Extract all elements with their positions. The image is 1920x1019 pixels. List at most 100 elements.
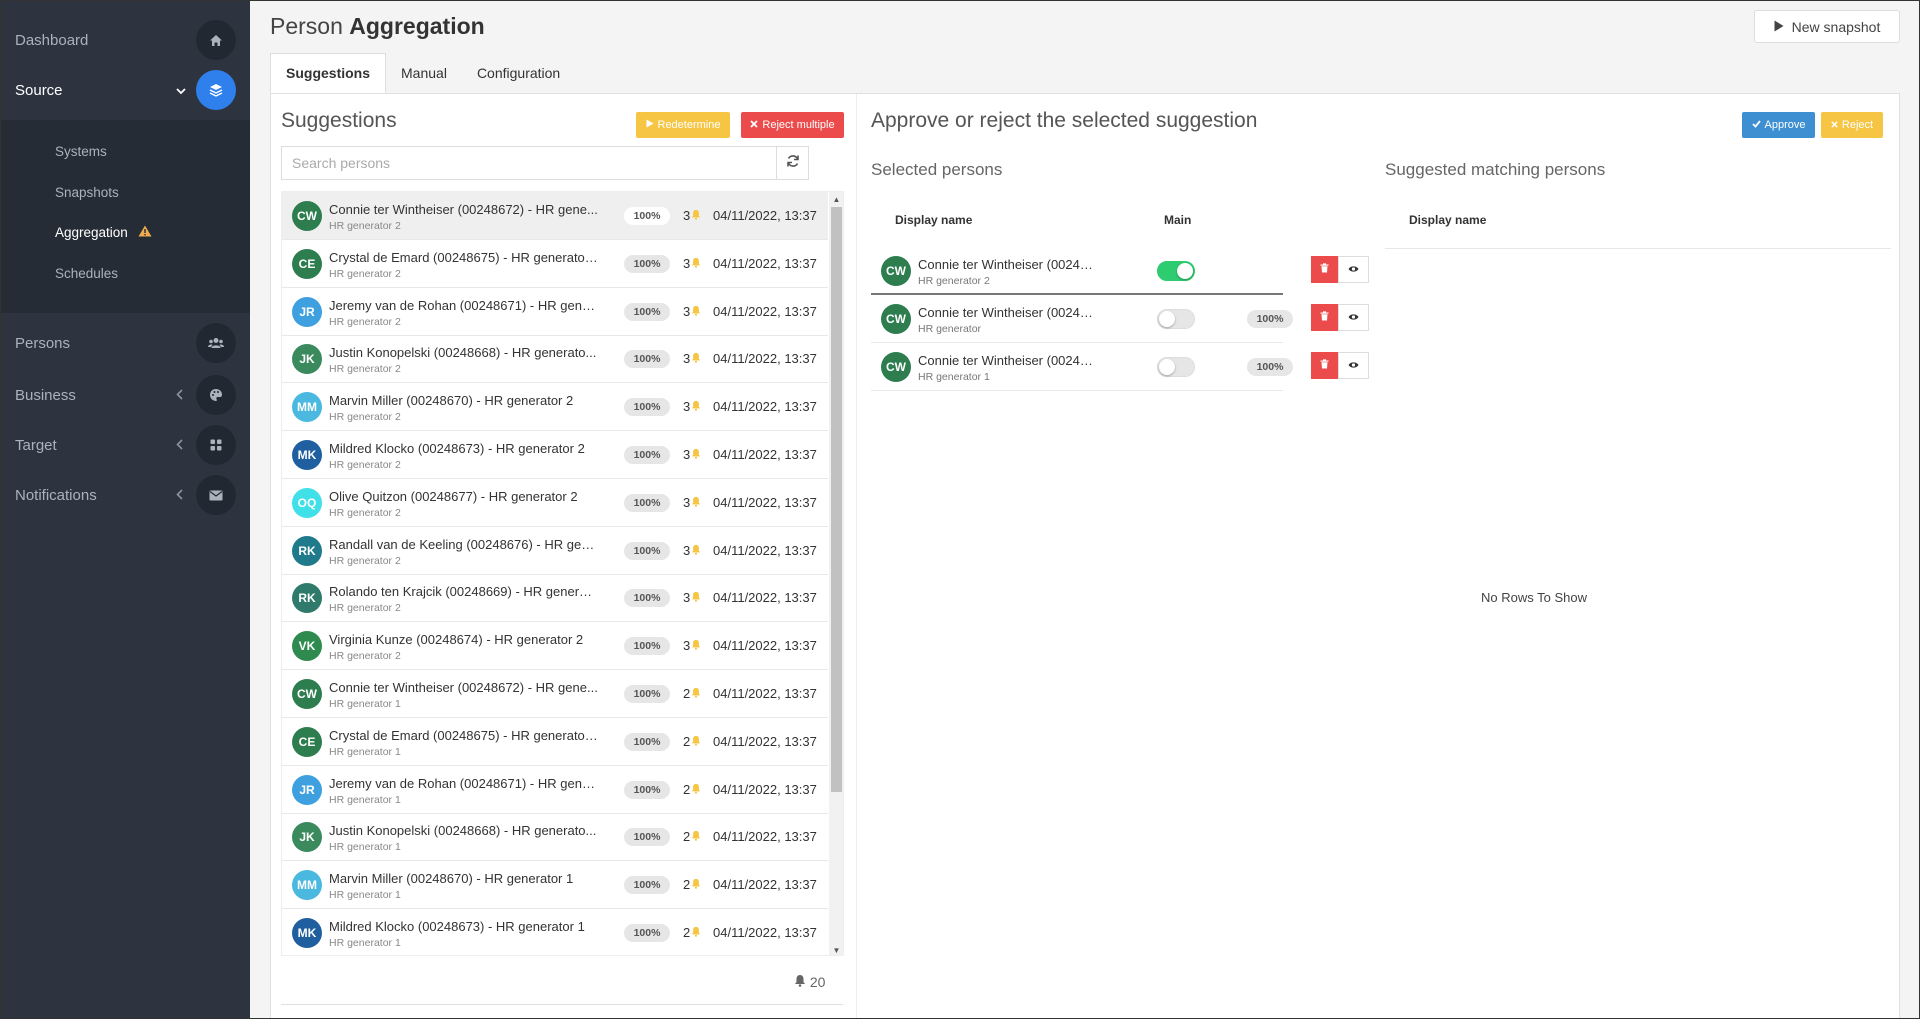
suggestion-name: Jeremy van de Rohan (00248671) - HR gene… — [329, 297, 599, 313]
column-header-display-name[interactable]: Display name — [1409, 213, 1487, 227]
refresh-button[interactable] — [776, 147, 808, 179]
scroll-thumb[interactable] — [831, 207, 842, 792]
suggestion-date: 04/11/2022, 13:37 — [713, 686, 817, 701]
main-toggle[interactable] — [1157, 357, 1195, 377]
suggestion-row[interactable]: CE Crystal de Emard (00248675) - HR gener… — [282, 240, 828, 288]
view-button[interactable] — [1338, 304, 1369, 331]
avatar: JK — [292, 822, 322, 853]
suggestion-source: HR generator 2 — [329, 554, 401, 567]
tab-configuration[interactable]: Configuration — [476, 65, 561, 81]
nav-source[interactable]: Source — [0, 65, 250, 115]
new-snapshot-button[interactable]: New snapshot — [1754, 10, 1900, 43]
view-button[interactable] — [1338, 352, 1369, 379]
nav-notifications[interactable]: Notifications — [0, 470, 250, 520]
match-count: 3 — [683, 495, 701, 510]
suggestion-row[interactable]: MK Mildred Klocko (00248673) - HR generat… — [282, 431, 828, 479]
match-percentage-badge: 100% — [624, 637, 670, 656]
selected-person-row[interactable]: CW Connie ter Wintheiser (00248672) -... H… — [871, 295, 1369, 343]
suggestion-source: HR generator 1 — [329, 889, 401, 902]
approve-title: Approve or reject the selected suggestio… — [871, 109, 1258, 132]
match-count: 2 — [683, 734, 701, 749]
redetermine-button[interactable]: Redetermine — [636, 112, 730, 138]
bell-icon — [691, 209, 701, 223]
match-count: 3 — [683, 351, 701, 366]
submenu-schedules[interactable]: Schedules — [55, 266, 119, 281]
nav-source-label: Source — [15, 81, 63, 99]
suggestion-name: Rolando ten Krajcik (00248669) - HR gene… — [329, 584, 599, 600]
suggestion-row[interactable]: CW Connie ter Wintheiser (00248672) - HR … — [282, 670, 828, 718]
matching-persons-title: Suggested matching persons — [1385, 160, 1606, 179]
eye-icon — [1348, 360, 1359, 372]
redetermine-label: Redetermine — [657, 119, 721, 131]
suggestion-date: 04/11/2022, 13:37 — [713, 494, 817, 510]
suggestion-row[interactable]: JR Jeremy van de Rohan (00248671) - HR ge… — [282, 766, 828, 814]
match-count-value: 2 — [683, 877, 691, 893]
suggestion-date: 04/11/2022, 13:37 — [713, 208, 817, 223]
suggestion-row[interactable]: MM Marvin Miller (00248670) - HR generato… — [282, 861, 828, 910]
suggestion-row[interactable]: RK Randall van de Keeling (00248676) - HR… — [282, 527, 828, 575]
suggestion-row[interactable]: CW Connie ter Wintheiser (00248672) - HR … — [282, 192, 828, 240]
suggestion-row[interactable]: MM Marvin Miller (00248670) - HR generato… — [282, 383, 828, 432]
suggestion-row[interactable]: VK Virginia Kunze (00248674) - HR generat… — [282, 622, 828, 671]
selected-person-row[interactable]: CW Connie ter Wintheiser (00248672) -... H… — [871, 343, 1369, 391]
delete-button[interactable] — [1311, 256, 1338, 283]
tab-manual[interactable]: Manual — [401, 65, 447, 81]
reject-button[interactable]: Reject — [1821, 112, 1883, 138]
delete-button[interactable] — [1311, 352, 1338, 379]
match-count-value: 3 — [683, 494, 691, 510]
submenu-snapshots[interactable]: Snapshots — [55, 185, 119, 200]
page-title-main: Aggregation — [349, 13, 485, 39]
submenu-systems[interactable]: Systems — [55, 144, 107, 159]
suggestions-title: Suggestions — [281, 109, 397, 132]
suggestion-row[interactable]: JK Justin Konopelski (00248668) - HR gene… — [282, 335, 828, 384]
delete-button[interactable] — [1311, 304, 1338, 331]
submenu-aggregation[interactable]: Aggregation — [55, 225, 152, 240]
suggestion-name: Marvin Miller (00248670) - HR generator … — [329, 393, 574, 409]
suggestion-date: 04/11/2022, 13:37 — [713, 638, 817, 654]
avatar: JR — [292, 296, 322, 327]
search-box — [281, 146, 809, 180]
suggestion-row[interactable]: JK Justin Konopelski (00248668) - HR gene… — [282, 813, 828, 862]
search-input[interactable] — [282, 147, 776, 179]
suggestion-row[interactable]: OQ Olive Quitzon (00248677) - HR generato… — [282, 479, 828, 527]
suggestion-row[interactable]: MK Mildred Klocko (00248673) - HR generat… — [282, 909, 828, 955]
bell-icon — [691, 879, 701, 892]
reject-multiple-button[interactable]: Reject multiple — [741, 112, 844, 138]
main-toggle[interactable] — [1157, 261, 1195, 281]
bell-icon — [691, 353, 701, 366]
selected-person-source: HR generator 2 — [918, 275, 990, 287]
nav-dashboard[interactable]: Dashboard — [0, 15, 250, 65]
nav-business[interactable]: Business — [0, 370, 250, 420]
suggestion-row[interactable]: RK Rolando ten Krajcik (00248669) - HR ge… — [282, 574, 828, 623]
match-percentage-badge: 100% — [1247, 358, 1293, 376]
main-toggle[interactable] — [1157, 309, 1195, 329]
column-header-display-name[interactable]: Display name — [895, 213, 973, 227]
view-button[interactable] — [1338, 256, 1369, 283]
scroll-down-arrow-icon[interactable]: ▼ — [832, 945, 841, 955]
tab-suggestions[interactable]: Suggestions — [270, 53, 387, 93]
approve-button[interactable]: Approve — [1742, 112, 1815, 138]
scroll-up-arrow-icon[interactable]: ▲ — [832, 194, 841, 204]
nav-target[interactable]: Target — [0, 420, 250, 470]
match-count-value: 3 — [683, 542, 691, 558]
suggestion-source: HR generator 2 — [329, 411, 401, 424]
suggestion-date: 04/11/2022, 13:37 — [713, 781, 817, 797]
bell-icon — [691, 735, 701, 749]
suggestion-source: HR generator 2 — [329, 506, 401, 519]
selected-person-row[interactable]: CW Connie ter Wintheiser (00248672) -... H… — [871, 247, 1369, 295]
match-count-value: 3 — [683, 303, 691, 319]
suggestion-row[interactable]: JR Jeremy van de Rohan (00248671) - HR ge… — [282, 288, 828, 336]
suggestion-date: 04/11/2022, 13:37 — [713, 255, 817, 271]
avatar: CW — [292, 679, 322, 709]
match-count-value: 2 — [683, 829, 691, 845]
panel-divider — [856, 94, 857, 1019]
column-header-main[interactable]: Main — [1164, 213, 1192, 227]
match-percentage-badge: 100% — [624, 446, 670, 464]
nav-persons[interactable]: Persons — [0, 318, 250, 368]
scrollbar[interactable]: ▲ ▼ — [829, 192, 843, 955]
suggestion-row[interactable]: CE Crystal de Emard (00248675) - HR gener… — [282, 718, 828, 766]
suggestion-source: HR generator 2 — [329, 315, 401, 328]
nav-persons-label: Persons — [15, 334, 71, 352]
match-count: 3 — [683, 304, 701, 319]
page-title-prefix: Person — [270, 13, 343, 39]
